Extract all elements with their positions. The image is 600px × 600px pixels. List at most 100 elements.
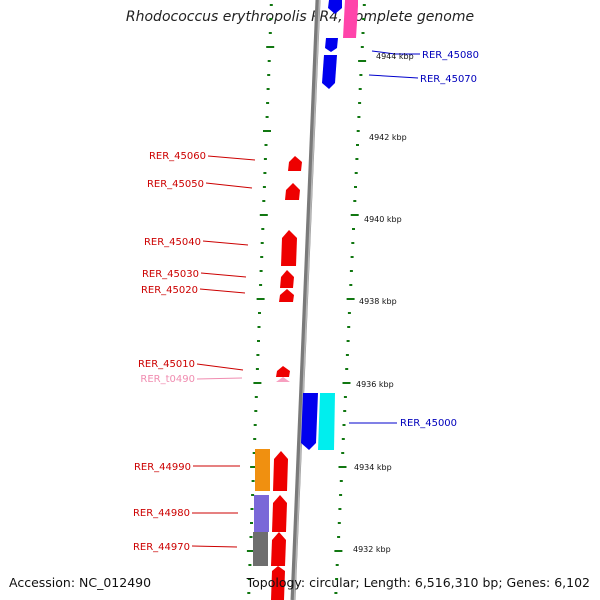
gene-arrow[interactable] [280,270,294,288]
ruler-tick [256,298,265,300]
ruler-tick [254,396,258,398]
gene-arrow[interactable] [325,38,338,52]
ruler-tick [362,18,366,20]
ruler-tick [354,172,358,174]
ruler-tick [352,228,355,230]
gene-arrow[interactable] [272,495,287,532]
ruler-tick [266,88,270,90]
ruler-tick [247,592,251,594]
gene-arrow[interactable] [279,289,294,302]
ruler-tick [350,214,359,216]
gene-label[interactable]: RER_45050 [147,179,204,190]
ruler-tick [254,410,258,412]
ruler-tick [342,424,346,426]
ruler-tick [354,186,357,188]
ruler-tick [260,256,264,258]
gene-label[interactable]: RER_45010 [138,359,195,370]
ruler-tick [251,494,255,496]
gene-label[interactable]: RER_45070 [420,74,477,85]
ruler-tick [262,200,266,202]
feature-block-orange[interactable] [255,449,270,491]
ruler-tick [250,522,253,524]
ruler-tick [339,480,343,482]
ruler-tick [349,284,353,286]
ruler-tick [355,158,359,160]
ruler-tick [334,550,343,552]
trna-arrow[interactable] [276,377,290,382]
ruler-tick [258,312,261,314]
ruler-tick [349,270,353,272]
ruler-tick [251,480,255,482]
ruler-tick [249,536,253,538]
ruler-tick [345,368,349,370]
gene-label[interactable]: RER_45040 [144,237,201,248]
ruler-tick [261,228,265,230]
ruler-tick [263,172,267,174]
ruler-tick [255,368,259,370]
ruler-tick [248,564,252,566]
ruler-tick [269,18,273,20]
ruler-tick [266,102,270,104]
ruler-tick [346,298,355,300]
ruler-tick [268,32,272,34]
gene-label[interactable]: RER_45020 [141,285,198,296]
ruler-tick [246,550,255,552]
ruler-tick [263,130,271,132]
ruler-tick [264,144,268,146]
gene-arrow[interactable] [285,183,300,200]
gene-labels: RER_45080 RER_45070 RER_45060 RER_45050 … [133,50,479,553]
genome-backbone [290,0,321,600]
gene-arrow[interactable] [343,0,358,38]
ruler-tick [257,326,261,328]
ruler-label: 4934 kbp [354,463,392,472]
ruler-tick [267,60,271,62]
gene-label[interactable]: RER_45030 [142,269,199,280]
feature-blocks [253,449,270,566]
ruler-tick [358,88,362,90]
feature-block-purple[interactable] [254,495,269,532]
ruler-tick [263,158,267,160]
ruler-tick [350,256,354,258]
ruler-tick [338,466,347,468]
gene-arrow[interactable] [301,393,318,450]
ruler-tick [351,242,355,244]
gene-arrow[interactable] [318,393,335,450]
ruler-tick [343,410,347,412]
feature-block-gray[interactable] [253,532,268,566]
gene-arrow[interactable] [276,366,290,377]
ruler-tick [341,438,345,440]
ruler-tick [360,46,364,48]
ruler-tick [343,396,347,398]
gene-arrow[interactable] [281,230,297,266]
gene-arrow[interactable] [271,532,286,566]
ruler-tick [357,116,361,118]
gene-arrow[interactable] [288,156,302,171]
ruler-tick [259,284,263,286]
ruler-tick [259,270,263,272]
ruler-tick [262,186,266,188]
inner-ruler-track [246,4,275,594]
gene-label[interactable]: RER_45000 [400,418,457,429]
gene-arrow[interactable] [273,451,288,491]
ruler-tick [353,200,357,202]
ruler-tick [253,382,262,384]
gene-arrow[interactable] [328,0,342,14]
ruler-tick [356,130,360,132]
ruler-tick [347,312,351,314]
ruler-label: 4944 kbp [376,52,414,61]
gene-label[interactable]: RER_45080 [422,50,479,61]
gene-label[interactable]: RER_44990 [134,462,191,473]
leader-lines [191,50,420,548]
gene-arrow[interactable] [271,566,285,600]
outer-ruler-track [334,4,367,594]
ruler-tick [362,4,366,6]
gene-arrow[interactable] [322,55,337,89]
gene-label[interactable]: RER_t0490 [140,374,195,385]
ruler-tick [252,452,256,454]
gene-label[interactable]: RER_45060 [149,151,206,162]
ruler-tick [347,326,351,328]
gene-label[interactable]: RER_44970 [133,542,190,553]
gene-label[interactable]: RER_44980 [133,508,190,519]
ruler-tick [266,46,275,48]
gene-block-45000 [301,393,335,450]
